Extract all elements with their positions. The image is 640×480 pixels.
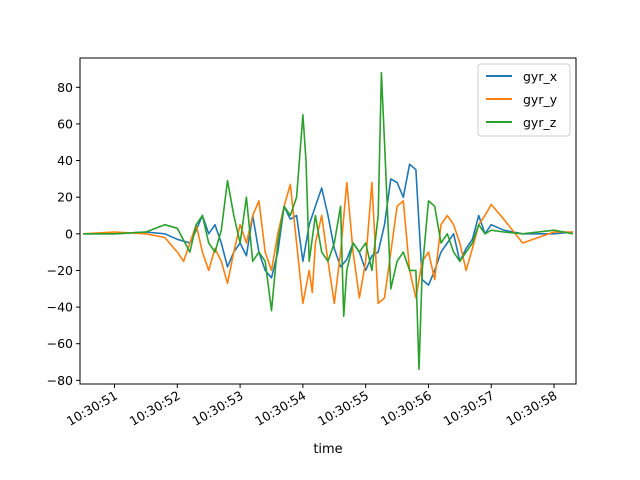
x-axis-title: time [313, 442, 342, 457]
legend: gyr_x gyr_y gyr_z [477, 63, 571, 137]
y-axis: −80 −60 −40 −20 0 20 40 60 80 [47, 80, 80, 388]
y-tick-label: 20 [57, 190, 73, 205]
y-tick-label: −60 [47, 336, 73, 351]
legend-label-gyr-y: gyr_y [523, 92, 558, 107]
series-line-gyr-x [83, 163, 573, 286]
y-tick-label: 40 [57, 153, 73, 168]
y-tick-label: 60 [57, 116, 73, 131]
y-tick-label: −80 [47, 373, 73, 388]
y-tick-label: −20 [47, 263, 73, 278]
y-tick-label: 80 [57, 80, 73, 95]
series-line-gyr-z [83, 71, 574, 371]
y-tick-label: −40 [47, 300, 73, 315]
series-line-gyr-y [83, 181, 573, 305]
plot-frame [79, 57, 577, 385]
legend-label-gyr-z: gyr_z [523, 115, 557, 130]
series-layer [83, 71, 574, 371]
legend-label-gyr-x: gyr_x [523, 69, 557, 84]
y-tick-label: 0 [65, 226, 73, 241]
legend-box [477, 63, 571, 137]
